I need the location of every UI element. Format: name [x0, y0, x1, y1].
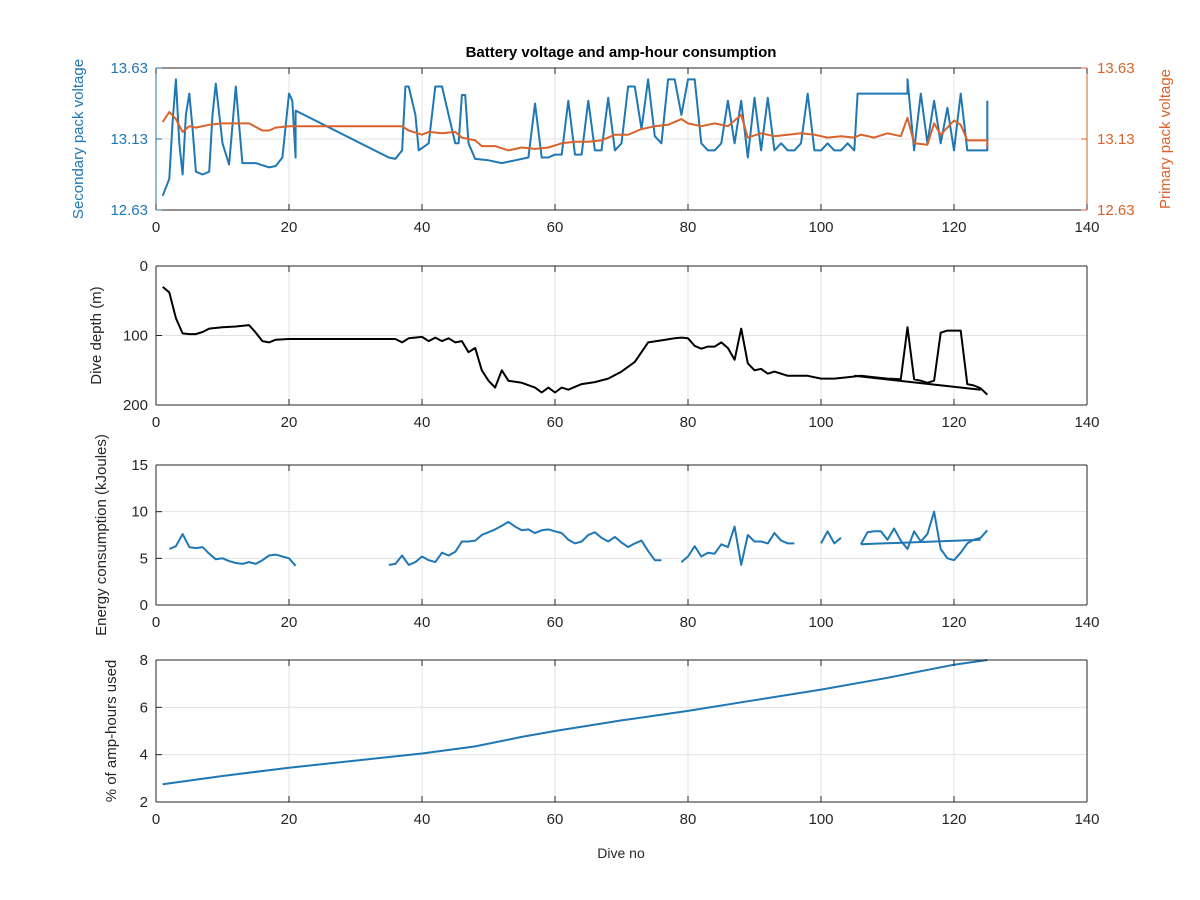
subplot-panels: 0 20 40 60 80 100 120 14012.6313.1313.6312.6313…: [70, 59, 1174, 828]
x-tick-label: 140: [1074, 414, 1099, 431]
y-tick-label: 4: [140, 747, 148, 764]
x-tick-label: 0: [152, 614, 160, 631]
y-axis-label: % of amp-hours used: [103, 660, 120, 803]
x-tick-label: 80: [680, 414, 697, 431]
x-tick-label: 20: [281, 219, 298, 236]
x-tick-label: 100: [808, 414, 833, 431]
x-tick-label: 0: [152, 219, 160, 236]
x-tick-label: 120: [941, 811, 966, 828]
x-tick-label: 20: [281, 414, 298, 431]
subplot-1: 0 20 40 60 80 100 120 14012.6313.1313.6312.6313…: [70, 59, 1174, 236]
y-tick-label: 100: [123, 328, 148, 345]
x-tick-label: 140: [1074, 219, 1099, 236]
x-axis-label: Dive no: [597, 845, 645, 861]
y-tick-label: 200: [123, 397, 148, 414]
series-line-6: [860, 538, 981, 546]
y-tick-label: 15: [131, 457, 148, 474]
x-tick-label: 60: [547, 414, 564, 431]
y-tick-label: 5: [140, 550, 148, 567]
x-tick-label: 60: [547, 614, 564, 631]
y-axis-label: Secondary pack voltage: [70, 59, 87, 219]
x-tick-label: 40: [414, 811, 431, 828]
x-tick-label: 40: [414, 614, 431, 631]
series-line-1: [161, 78, 989, 197]
y-tick-label: 13.13: [110, 131, 148, 148]
y-tick-label: 0: [140, 258, 148, 275]
y-tick-label: 8: [140, 652, 148, 669]
x-tick-label: 100: [808, 219, 833, 236]
y2-tick-label: 13.63: [1097, 60, 1135, 77]
x-tick-label: 0: [152, 414, 160, 431]
x-tick-label: 140: [1074, 811, 1099, 828]
series-line-3: [680, 525, 795, 566]
y-axis-label: Dive depth (m): [88, 286, 105, 384]
x-tick-label: 140: [1074, 614, 1099, 631]
x-tick-label: 80: [680, 219, 697, 236]
y-tick-label: 13.63: [110, 60, 148, 77]
x-tick-label: 20: [281, 614, 298, 631]
series-line-4: [820, 530, 842, 545]
series-line-1: [162, 659, 988, 786]
plot-area: [156, 465, 1087, 605]
x-tick-label: 40: [414, 414, 431, 431]
x-tick-label: 60: [547, 219, 564, 236]
y-tick-label: 6: [140, 699, 148, 716]
subplot-3: 0 20 40 60 80 100 120 140 0 5 10 15 Energy consumpti…: [93, 434, 1100, 636]
x-tick-label: 80: [680, 614, 697, 631]
x-tick-label: 60: [547, 811, 564, 828]
x-tick-label: 100: [808, 614, 833, 631]
series-line-5: [860, 510, 989, 562]
x-tick-label: 120: [941, 614, 966, 631]
y-tick-label: 2: [140, 794, 148, 811]
y-axis-label: Energy consumption (kJoules): [93, 434, 110, 636]
y2-tick-label: 13.13: [1097, 131, 1135, 148]
series-line-2: [388, 520, 662, 566]
x-tick-label: 100: [808, 811, 833, 828]
y2-axis-label: Primary pack voltage: [1157, 69, 1174, 209]
x-tick-label: 40: [414, 219, 431, 236]
series-line-2: [854, 374, 981, 391]
y2-tick-label: 12.63: [1097, 202, 1135, 219]
series-line-2: [161, 111, 989, 152]
figure-title: Battery voltage and amp-hour consumption: [466, 44, 777, 61]
y-tick-label: 10: [131, 504, 148, 521]
x-tick-label: 20: [281, 811, 298, 828]
x-tick-label: 0: [152, 811, 160, 828]
x-tick-label: 120: [941, 219, 966, 236]
x-tick-label: 80: [680, 811, 697, 828]
subplot-2: 0 20 40 60 80 100 120 140 0 100 200 Dive depth (m): [88, 258, 1100, 431]
y-tick-label: 0: [140, 597, 148, 614]
series-line-1: [168, 533, 297, 567]
x-tick-label: 120: [941, 414, 966, 431]
subplot-4: 0 20 40 60 80 100 120 140 2 4 6 8 % of amp-hours use…: [103, 652, 1100, 828]
y-tick-label: 12.63: [110, 202, 148, 219]
plot-area: [156, 660, 1087, 802]
